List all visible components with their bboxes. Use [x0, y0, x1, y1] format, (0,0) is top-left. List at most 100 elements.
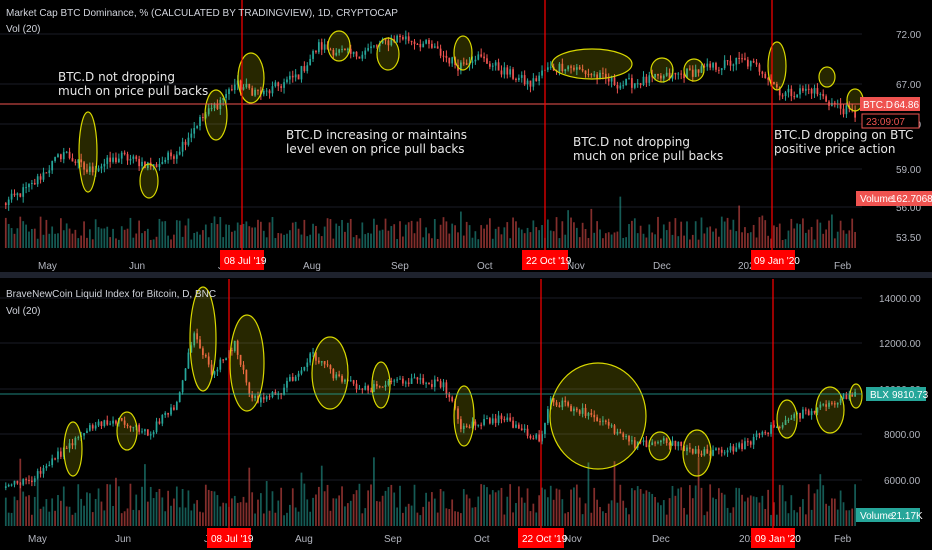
volume-bar	[146, 228, 149, 248]
candle-body	[28, 479, 30, 481]
candle-body	[300, 66, 303, 80]
volume-bar	[97, 488, 100, 526]
candle-body	[535, 434, 538, 439]
candle-body	[706, 449, 709, 454]
top-x-tick: Sep	[391, 261, 409, 272]
volume-bar	[196, 231, 198, 248]
candle-body	[515, 78, 517, 81]
candle-body	[703, 449, 706, 456]
candle-body	[599, 421, 601, 423]
volume-bar	[294, 507, 297, 526]
candle-body	[671, 440, 674, 446]
volume-bar	[344, 506, 346, 526]
candle-body	[564, 400, 567, 403]
candle-body	[42, 468, 45, 474]
candle-body	[433, 46, 436, 48]
highlight-ellipse	[453, 35, 473, 71]
candle-body	[657, 442, 659, 444]
volume-bar	[436, 512, 439, 526]
candle-body	[593, 74, 596, 76]
candle-body	[590, 412, 593, 415]
top-volume-badge-value: 162.7068	[891, 194, 932, 205]
volume-bar	[109, 484, 112, 526]
candle-body	[303, 66, 306, 72]
candle-body	[196, 126, 198, 129]
volume-bar	[260, 493, 262, 526]
candle-body	[62, 152, 65, 160]
top-x-tick: Dec	[653, 261, 671, 272]
volume-bar	[80, 235, 83, 248]
candle-body	[738, 58, 741, 60]
candle-body	[625, 78, 627, 86]
candle-body	[442, 382, 445, 388]
candle-body	[4, 486, 7, 489]
volume-bar	[7, 223, 10, 248]
candle-body	[477, 54, 480, 60]
volume-bar	[373, 218, 375, 248]
candle-body	[138, 424, 141, 432]
volume-bar	[146, 501, 149, 526]
top-volume-indicator-label: Vol (20)	[6, 24, 40, 35]
volume-bar	[781, 485, 784, 526]
annotation-3-line-2: much on price pull backs	[573, 149, 723, 163]
candle-body	[732, 446, 735, 452]
volume-bar	[225, 224, 227, 248]
volume-bar	[802, 499, 804, 526]
volume-bar	[460, 513, 462, 526]
candle-body	[59, 154, 62, 160]
highlight-ellipse	[116, 411, 138, 451]
volume-bar	[274, 512, 277, 526]
candle-body	[291, 75, 294, 78]
volume-bar	[291, 488, 294, 526]
candle-body	[558, 405, 561, 408]
volume-bar	[132, 509, 135, 526]
volume-bar	[138, 220, 141, 248]
volume-bar	[332, 498, 335, 526]
candle-body	[674, 72, 677, 75]
candle-body	[665, 438, 668, 444]
candle-body	[390, 380, 393, 382]
candle-body	[552, 398, 555, 403]
volume-bar	[703, 515, 706, 526]
candle-body	[509, 417, 512, 421]
candle-body	[802, 88, 804, 91]
top-highlight-ellipses	[78, 30, 864, 199]
volume-bar	[833, 498, 836, 526]
candle-body	[175, 402, 178, 410]
volume-bar	[86, 237, 88, 248]
bottom-x-tick: Jun	[115, 534, 131, 545]
volume-bar	[706, 511, 709, 526]
candle-body	[77, 437, 80, 439]
candle-body	[123, 420, 126, 425]
volume-bar	[462, 489, 465, 526]
candle-body	[425, 40, 427, 44]
candle-body	[488, 418, 491, 424]
volume-bar	[822, 485, 825, 526]
volume-bar	[457, 232, 459, 248]
candle-body	[329, 365, 332, 370]
candle-body	[120, 418, 123, 421]
volume-bar	[4, 497, 7, 526]
candle-body	[239, 80, 242, 90]
panel-separator[interactable]	[0, 272, 932, 278]
volume-bar	[33, 496, 36, 526]
candle-body	[445, 382, 448, 394]
candle-body	[204, 355, 207, 357]
candle-body	[541, 434, 543, 442]
candle-body	[703, 66, 706, 68]
volume-bar	[196, 500, 198, 526]
volume-bar	[596, 499, 598, 526]
volume-bar	[97, 227, 100, 248]
volume-bar	[587, 462, 590, 526]
volume-bar	[45, 499, 48, 526]
candle-body	[784, 420, 787, 426]
candle-body	[280, 86, 283, 88]
candle-body	[633, 440, 636, 448]
candle-body	[781, 425, 784, 428]
volume-bar	[677, 488, 680, 526]
volume-bar	[402, 236, 404, 248]
candle-body	[433, 379, 436, 387]
candle-body	[604, 420, 607, 422]
bottom-event-badge-3-text: 09 Jan '20	[755, 534, 801, 545]
